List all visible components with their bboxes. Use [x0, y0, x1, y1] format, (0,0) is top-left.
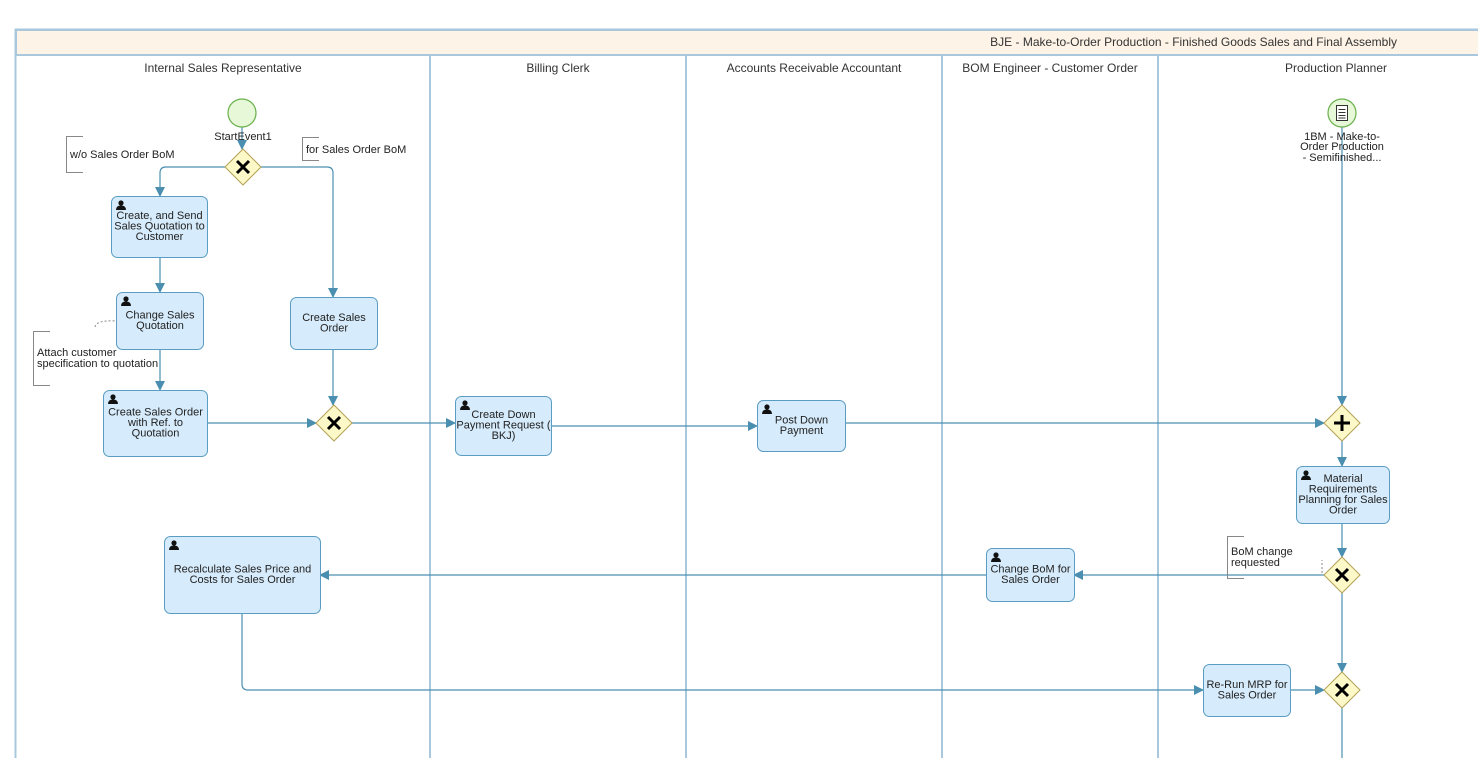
task-label: Create Down [471, 409, 535, 421]
task-label: Order [320, 322, 348, 334]
gateway-exclusive-mrp[interactable] [1323, 671, 1361, 709]
plus-icon [1334, 415, 1350, 431]
task-label: Re-Run MRP for [1206, 679, 1287, 691]
task-label: Customer [136, 231, 184, 243]
lane-title-ar-accountant: Accounts Receivable Accountant [727, 61, 902, 75]
gateway-exclusive-merge[interactable] [315, 404, 353, 442]
svg-text:- Semifinished...: - Semifinished... [1303, 152, 1382, 164]
task-label: Requirements [1309, 483, 1378, 495]
svg-text:Order Production: Order Production [1300, 141, 1384, 153]
start-event[interactable]: StartEvent1 [214, 98, 272, 143]
task-label: Order [1329, 504, 1357, 516]
task-label: BKJ) [492, 430, 516, 442]
task-label: Create, and Send [116, 210, 202, 222]
start-event-label: StartEvent1 [214, 131, 271, 143]
pool: BJE - Make-to-Order Production - Finishe… [14, 28, 1478, 758]
document-icon [1336, 105, 1348, 121]
lane-title-internal-sales: Internal Sales Representative [144, 61, 302, 75]
x-icon [1334, 682, 1350, 698]
svg-text:for Sales Order BoM: for Sales Order BoM [306, 144, 406, 156]
svg-text:Attach customer: Attach customer [37, 347, 117, 359]
task-label: Quotation [132, 428, 180, 440]
svg-text:1BM - Make-to-: 1BM - Make-to- [1304, 131, 1380, 143]
task-label: Material [1323, 473, 1362, 485]
intermediate-event[interactable]: 1BM - Make-to- Order Production - Semifi… [1300, 98, 1384, 164]
x-icon [1334, 567, 1350, 583]
lane-title-bom-engineer: BOM Engineer - Customer Order [962, 61, 1137, 75]
task-label: Recalculate Sales Price and [174, 563, 312, 575]
flow-gw1-t1[interactable] [155, 166, 225, 197]
lane-title-production-planner: Production Planner [1285, 61, 1387, 75]
task-label: with Ref. to [127, 417, 183, 429]
flow-gw1-t3[interactable] [261, 166, 338, 298]
task-label: Sales Order [1218, 689, 1277, 701]
task-label: Change BoM for [990, 563, 1070, 575]
annotation-attach-spec[interactable]: Attach customer specification to quotati… [33, 320, 159, 386]
task-label: Sales Quotation to [114, 221, 205, 233]
annotation-bom-change[interactable]: BoM change requested [1227, 536, 1323, 579]
task-label: Create Sales [302, 312, 366, 324]
task-label: Payment [780, 425, 823, 437]
task-label: Payment Request ( [456, 420, 550, 432]
svg-text:BoM change: BoM change [1231, 546, 1293, 558]
x-icon [326, 415, 342, 431]
gateway-exclusive-split[interactable] [224, 148, 262, 186]
pool-title: BJE - Make-to-Order Production - Finishe… [990, 35, 1397, 49]
gateway-parallel[interactable] [1323, 404, 1361, 442]
sequence-flows [155, 127, 1347, 758]
annotation-for-bom[interactable]: for Sales Order BoM [302, 137, 407, 161]
task-label: Create Sales Order [108, 407, 203, 419]
task-label: Planning for Sales [1298, 494, 1388, 506]
svg-text:w/o Sales Order BoM: w/o Sales Order BoM [69, 149, 175, 161]
svg-text:requested: requested [1231, 557, 1280, 569]
gateway-exclusive-bom[interactable] [1323, 556, 1361, 594]
annotation-without-bom[interactable]: w/o Sales Order BoM [66, 136, 175, 173]
task-label: Quotation [136, 320, 184, 332]
task-label: Sales Order [1001, 574, 1060, 586]
task-label: Costs for Sales Order [190, 574, 296, 586]
lanes: Internal Sales Representative Billing Cl… [16, 54, 1478, 758]
flow-t9-t10[interactable] [241, 613, 1204, 695]
lane-title-billing-clerk: Billing Clerk [526, 61, 590, 75]
task-label: Change Sales [125, 309, 195, 321]
x-icon [235, 159, 251, 175]
svg-text:specification to quotation: specification to quotation [37, 358, 158, 370]
task-label: Post Down [775, 414, 828, 426]
